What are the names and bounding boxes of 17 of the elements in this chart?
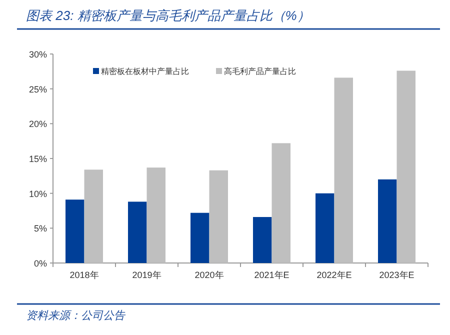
title: 图表 23: 精密板产量与高毛利产品产量占比（%） xyxy=(26,8,310,23)
x-tick-label: 2020年 xyxy=(194,270,224,280)
y-tick-label: 5% xyxy=(34,224,47,234)
y-tick-label: 25% xyxy=(28,84,47,94)
y-tick-label: 20% xyxy=(28,119,47,130)
legend: 精密板在板材中产量占比 xyxy=(101,67,189,76)
annotation: 资料来源：公司公告 xyxy=(26,310,125,322)
x-tick-label: 2018年 xyxy=(70,270,99,280)
x-tick-label: 2019年 xyxy=(132,270,162,280)
y-tick-label: 10% xyxy=(28,188,47,199)
y-tick-label: 0% xyxy=(34,258,47,268)
legend: 高毛利产品产量占比 xyxy=(224,67,296,76)
x-tick-label: 2022年E xyxy=(316,270,352,280)
x-tick-label: 2023年E xyxy=(379,270,414,280)
x-tick-label: 2021年E xyxy=(254,270,290,280)
y-tick-label: 15% xyxy=(28,154,47,164)
y-tick-label: 30% xyxy=(28,50,47,60)
